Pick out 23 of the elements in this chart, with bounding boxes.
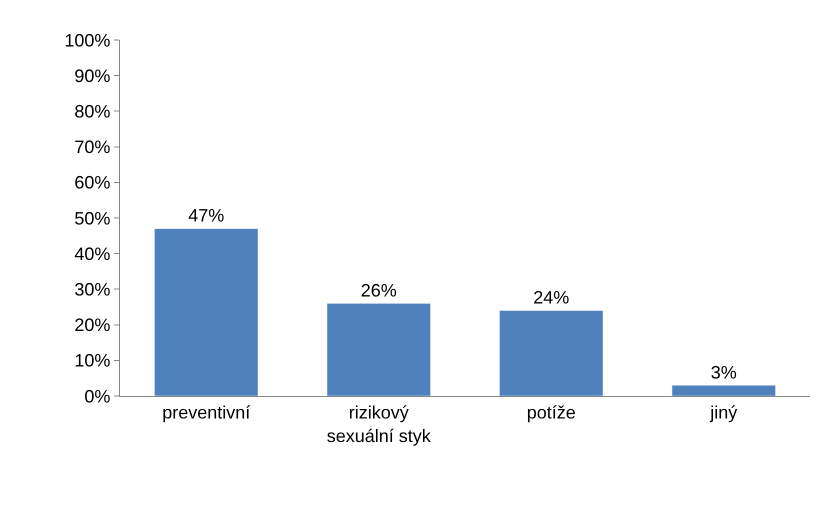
bar <box>672 385 776 396</box>
data-label: 24% <box>533 288 570 308</box>
y-tick-label: 70% <box>74 137 110 158</box>
y-tick-label: 100% <box>64 30 110 50</box>
x-tick-label: potíže <box>526 402 576 423</box>
x-tick-label: rizikový sexuální styk <box>326 402 432 446</box>
y-tick-label: 60% <box>74 172 110 193</box>
bar <box>154 228 258 396</box>
x-tick-label: jiný <box>709 402 738 423</box>
y-tick-label: 30% <box>74 280 110 300</box>
data-label: 47% <box>188 206 224 226</box>
bar <box>326 303 431 396</box>
y-tick-label: 0% <box>84 386 110 406</box>
y-tick-label: 80% <box>74 102 110 122</box>
data-label: 26% <box>360 280 397 300</box>
data-label: 3% <box>710 362 737 382</box>
y-tick-label: 10% <box>74 350 110 371</box>
bar <box>499 310 604 396</box>
y-tick-label: 50% <box>74 208 110 228</box>
x-tick-label: preventivní <box>162 402 250 423</box>
y-tick-label: 40% <box>74 244 110 264</box>
y-tick-label: 90% <box>74 66 110 86</box>
y-tick-label: 20% <box>74 315 110 336</box>
